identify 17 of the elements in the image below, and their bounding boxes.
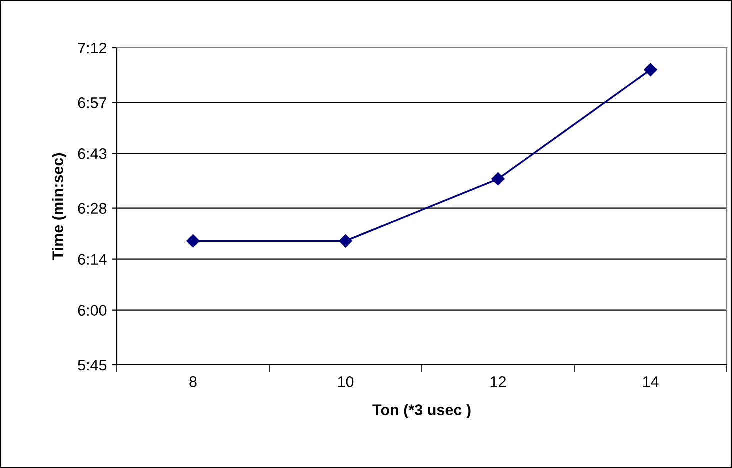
x-tick-label: 8 (190, 376, 197, 388)
y-tick-label: 6:43 (78, 148, 107, 160)
x-tick-label: 12 (490, 376, 506, 388)
point (492, 172, 505, 186)
y-tick-label: 7:12 (78, 42, 107, 54)
y-tick-label: 6:14 (78, 254, 107, 266)
point (644, 63, 658, 76)
y-tick-label: 6:57 (78, 98, 107, 108)
x-tick-label: 14 (643, 376, 659, 388)
y-tick-label: 6:28 (78, 203, 107, 214)
x-tick-label: 10 (338, 376, 354, 388)
x-axis-title: Ton (*3 usec ) (372, 404, 471, 418)
point (186, 234, 200, 248)
y-tick-label: 5:45 (78, 360, 107, 371)
point (339, 234, 352, 248)
y-tick-label: 6:00 (78, 305, 107, 316)
y-axis-title: Time (min:sec) (52, 153, 66, 260)
